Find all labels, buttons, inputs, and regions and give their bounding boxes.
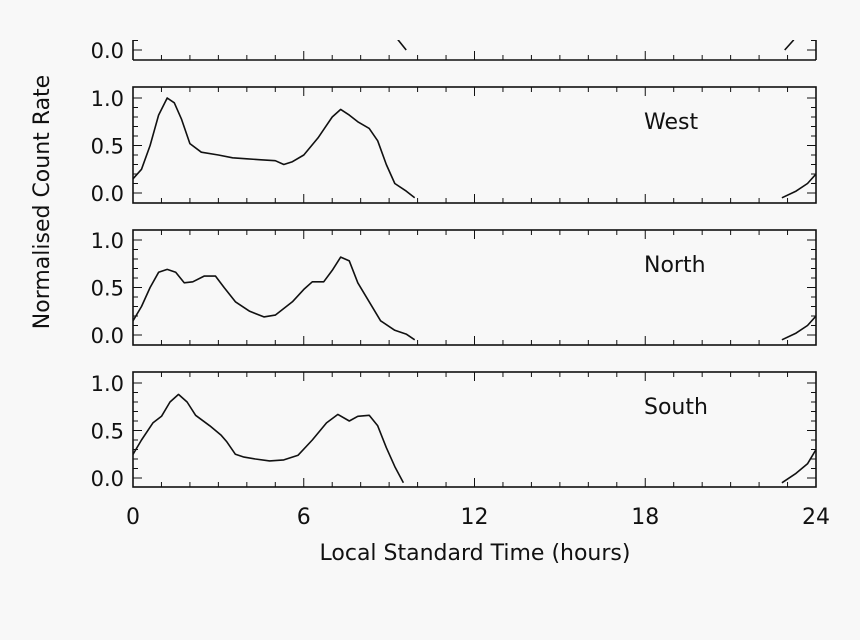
y-tick-label: 0.0 [91, 467, 124, 491]
x-tick-label: 6 [297, 505, 311, 530]
panel-frame [132, 86, 817, 204]
y-tick-label: 0.0 [91, 39, 124, 63]
panel-label: South [644, 395, 708, 420]
y-tick-label: 1.0 [91, 372, 124, 396]
panel-north: 0.0 0.5 1.0 North [91, 229, 817, 348]
panel-frame [132, 229, 817, 346]
series-line-south-1 [781, 449, 816, 484]
y-tick-label: 0.5 [91, 135, 124, 159]
y-tick-label: 0.5 [91, 420, 124, 444]
panel-top: 0.0 [91, 39, 817, 63]
series-line-top-1 [784, 40, 795, 51]
x-tick-labels: 0 6 12 18 24 [126, 505, 830, 530]
y-tick-label: 1.0 [91, 87, 124, 111]
x-axis-label: Local Standard Time (hours) [320, 541, 631, 566]
panel-south: 0.0 0.5 1.0 South [91, 371, 817, 491]
series-line-west-0 [133, 97, 416, 199]
y-tick-label: 1.0 [91, 229, 124, 253]
panel-label: North [644, 253, 706, 278]
series-line-south-0 [133, 393, 405, 484]
x-tick-label: 12 [461, 505, 489, 530]
y-tick-label: 0.0 [91, 182, 124, 206]
panel-west: 0.0 0.5 1.0 West [91, 86, 817, 206]
series-line-north-0 [133, 256, 416, 341]
series-line-top-0 [397, 40, 407, 51]
y-axis-label: Normalised Count Rate [30, 75, 55, 329]
x-tick-label: 24 [802, 505, 830, 530]
x-tick-label: 0 [126, 505, 140, 530]
panels-layer: 0.0 0.0 0.5 1.0 West 0.0 0.5 1.0 North 0.0 0.5 1.0 S… [91, 39, 817, 491]
y-tick-label: 0.0 [91, 324, 124, 348]
series-line-west-1 [781, 173, 816, 199]
x-tick-label: 18 [631, 505, 659, 530]
panel-frame [132, 371, 817, 488]
y-tick-label: 0.5 [91, 277, 124, 301]
panel-label: West [644, 110, 698, 135]
series-line-north-1 [781, 315, 816, 341]
